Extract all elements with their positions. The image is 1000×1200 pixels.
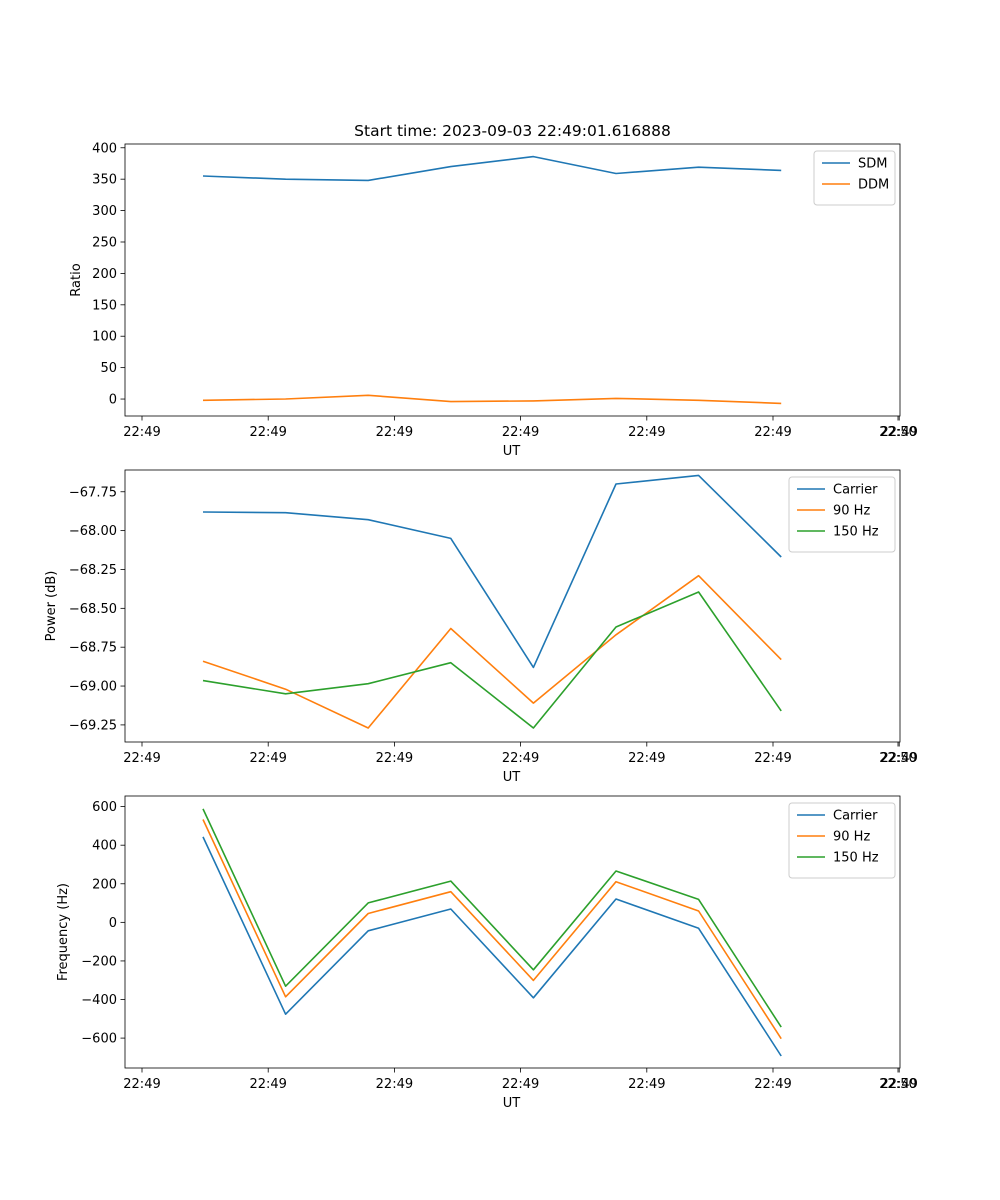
x-tick-label: 22:49 [123,751,160,766]
x-tick-label: 22:50 [879,1077,916,1092]
subplot-3: 22:49 22:49 22:49 22:49 22:49 22:49 22:4922:50… [56,795,918,1111]
x-tick-label: 22:49 [628,751,665,766]
y-axis-label: Frequency (Hz) [56,883,71,981]
x-tick-label: 22:49 [880,425,917,440]
x-tick-label: 22:49 [376,1077,413,1092]
y-tick-label: −68.50 [69,602,117,617]
x-tick-label: 22:49 [754,425,791,440]
y-axis-label: Ratio [69,263,84,296]
y-tick-label: −68.75 [69,641,117,656]
x-tick-label: 22:49 [502,751,539,766]
y-tick-label: −67.75 [69,485,117,500]
legend: Carrier 90 Hz 150 Hz [788,476,896,553]
y-tick-label: −600 [81,1032,117,1047]
y-tick-label: −68.25 [69,563,117,578]
legend-label: DDM [858,178,889,193]
figure-title: Start time: 2023-09-03 22:49:01.616888 [354,122,671,140]
x-tick-label: 22:49 [502,1077,539,1092]
x-tick-label: 22:49 [249,425,286,440]
series-line-150-hz [202,808,782,1028]
x-tick-label: 22:49 [502,425,539,440]
x-tick-label: 22:49 [376,425,413,440]
y-tick-label: 200 [92,877,117,892]
y-tick-label: 0 [109,393,117,408]
x-tick-label: 22:49 [880,751,917,766]
y-tick-label: 200 [92,267,117,282]
x-axis-label: UT [503,444,521,459]
subplot-2: 22:49 22:49 22:49 22:49 22:49 22:49 22:4922:50… [44,469,918,785]
y-tick-label: −68.00 [69,524,117,539]
series-line-sdm [202,155,782,182]
y-tick-label: 300 [92,204,117,219]
series-line-carrier [202,474,782,669]
x-tick-label: 22:49 [249,751,286,766]
legend-box [813,150,896,206]
subplot-1: 22:49 22:49 22:49 22:49 22:49 22:49 22:4922:50… [69,141,918,459]
series-line-carrier [202,836,782,1057]
y-tick-label: 150 [92,298,117,313]
legend-box [788,802,896,879]
y-tick-label: 350 [92,173,117,188]
x-tick-label: 22:49 [628,425,665,440]
legend-label: Carrier [833,483,878,498]
y-tick-label: 0 [109,916,117,931]
legend-label: 90 Hz [833,504,870,519]
y-tick-label: −69.00 [69,680,117,695]
y-tick-label: −400 [81,993,117,1008]
series-line-150-hz [202,591,782,729]
y-tick-label: 400 [92,141,117,156]
x-axis-label: UT [503,1096,521,1111]
legend-label: 150 Hz [833,851,879,866]
axes-frame [124,143,901,417]
subplots: 22:49 22:49 22:49 22:49 22:49 22:49 22:4922:50… [44,141,918,1111]
legend-label: 150 Hz [833,525,879,540]
y-tick-label: 400 [92,839,117,854]
y-tick-label: 100 [92,330,117,345]
axes-frame [124,469,901,743]
y-axis-label: Power (dB) [44,571,59,642]
series-line-90-hz [202,819,782,1040]
x-tick-label: 22:50 [879,751,916,766]
x-tick-label: 22:49 [754,1077,791,1092]
y-tick-label: 50 [100,361,117,376]
x-tick-label: 22:49 [376,751,413,766]
y-tick-label: 600 [92,800,117,815]
series-line-ddm [202,394,782,405]
y-tick-label: −200 [81,954,117,969]
x-tick-label: 22:50 [879,425,916,440]
x-tick-label: 22:49 [628,1077,665,1092]
axes-frame [124,795,901,1069]
legend: Carrier 90 Hz 150 Hz [788,802,896,879]
legend-label: SDM [858,157,887,172]
legend-box [788,476,896,553]
legend-label: 90 Hz [833,830,870,845]
series-line-90-hz [202,574,782,729]
x-tick-label: 22:49 [249,1077,286,1092]
x-tick-label: 22:49 [123,1077,160,1092]
legend-label: Carrier [833,809,878,824]
x-tick-label: 22:49 [123,425,160,440]
x-tick-label: 22:49 [754,751,791,766]
x-axis-label: UT [503,770,521,785]
y-tick-label: 250 [92,235,117,250]
legend: SDM DDM [813,150,896,206]
x-tick-label: 22:49 [880,1077,917,1092]
y-tick-label: −69.25 [69,718,117,733]
